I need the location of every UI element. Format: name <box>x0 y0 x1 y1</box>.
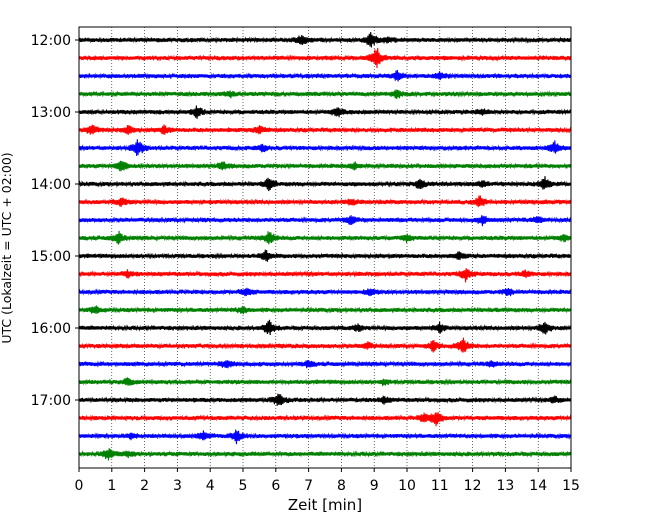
trace-1730 <box>78 429 572 445</box>
trace-1600 <box>78 319 572 336</box>
plot-frame <box>78 26 572 469</box>
x-tick-label: 2 <box>140 478 149 494</box>
trace-1230 <box>78 70 572 82</box>
x-tick-label: 5 <box>239 478 248 494</box>
y-tick-label: 17:00 <box>31 393 71 409</box>
trace-1545 <box>78 305 572 315</box>
trace-1430 <box>78 215 572 227</box>
x-tick-label: 11 <box>431 478 449 494</box>
trace-1700 <box>78 393 572 406</box>
x-axis-label: Zeit [min] <box>288 496 362 514</box>
x-tick-label: 1 <box>107 478 116 494</box>
x-tick-label: 8 <box>337 478 346 494</box>
x-axis-ticks: 0 1 2 3 4 5 6 7 8 9 10 11 12 13 14 15 <box>75 468 580 494</box>
trace-1345 <box>78 160 572 172</box>
trace-1300 <box>78 105 572 119</box>
trace-1745 <box>78 448 572 461</box>
trace-1715 <box>78 412 572 427</box>
y-tick-label: 12:00 <box>31 33 71 49</box>
trace-1500 <box>78 249 572 262</box>
x-tick-label: 15 <box>562 478 580 494</box>
x-tick-label: 9 <box>370 478 379 494</box>
y-axis-ticks: 12:00 13:00 14:00 15:00 16:00 17:00 <box>31 33 79 409</box>
trace-1630 <box>78 360 572 369</box>
x-tick-label: 0 <box>75 478 84 494</box>
trace-1400 <box>78 176 572 192</box>
y-axis-label: UTC (Lokalzeit = UTC + 02:00) <box>0 152 14 343</box>
y-tick-label: 14:00 <box>31 177 71 193</box>
x-tick-label: 14 <box>529 478 547 494</box>
trace-1315 <box>78 124 572 136</box>
x-tick-label: 4 <box>206 478 215 494</box>
trace-1200 <box>78 32 572 48</box>
trace-1445 <box>78 230 572 245</box>
trace-1530 <box>78 287 572 297</box>
trace-1515 <box>78 268 572 283</box>
trace-1245 <box>78 89 572 99</box>
y-tick-label: 16:00 <box>31 321 71 337</box>
x-tick-label: 10 <box>398 478 416 494</box>
trace-1415 <box>78 195 572 208</box>
trace-1215 <box>78 47 572 69</box>
x-tick-label: 3 <box>173 478 182 494</box>
x-tick-label: 13 <box>496 478 514 494</box>
trace-1330 <box>78 139 572 156</box>
trace-1645 <box>78 377 572 386</box>
y-tick-label: 15:00 <box>31 249 71 265</box>
x-tick-label: 12 <box>464 478 482 494</box>
x-tick-label: 6 <box>271 478 280 494</box>
traces <box>78 32 572 461</box>
y-tick-label: 13:00 <box>31 105 71 121</box>
x-tick-label: 7 <box>304 478 313 494</box>
trace-1615 <box>78 337 572 353</box>
